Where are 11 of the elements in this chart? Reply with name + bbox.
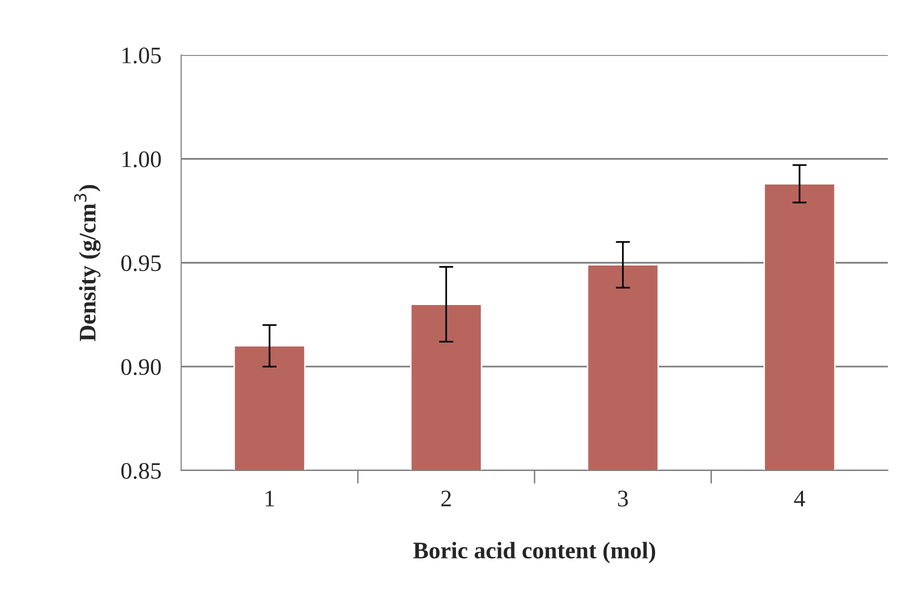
x-tick-label: 4: [794, 490, 806, 506]
x-tick-label: 2: [441, 490, 451, 506]
y-tick-label: 0.85: [121, 462, 161, 479]
x-axis-title: Boric acid content (mol): [413, 542, 656, 564]
y-tick-label: 1.05: [122, 47, 161, 64]
x-tick-label: 1: [266, 490, 274, 506]
y-tick-label: 0.90: [121, 359, 161, 376]
y-axis-title: Density (g/cm$^{3}$): [74, 185, 101, 342]
y-tick-label: 0.95: [121, 255, 161, 272]
y-tick-label: 1.00: [122, 151, 161, 168]
x-tick-label: 3: [618, 490, 628, 507]
